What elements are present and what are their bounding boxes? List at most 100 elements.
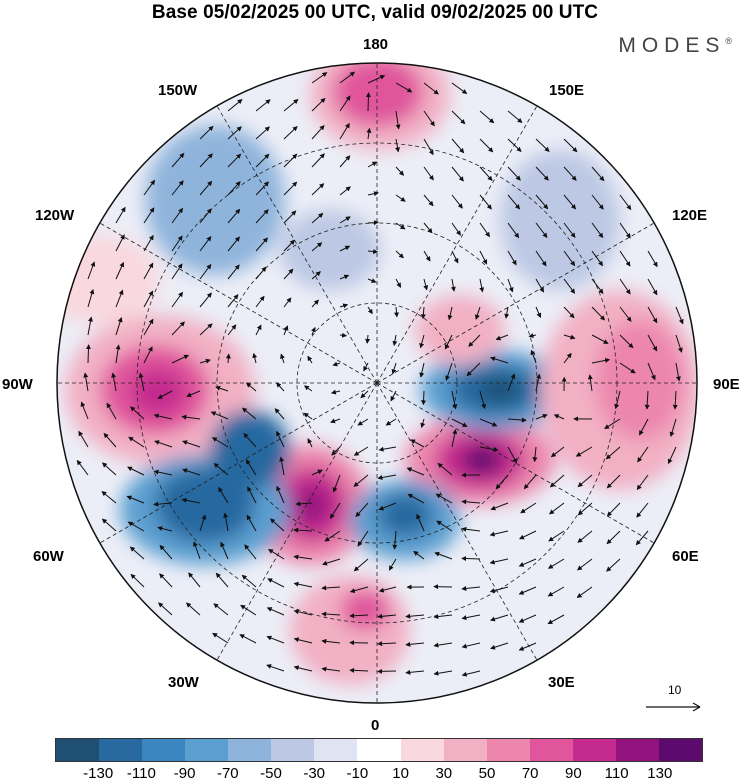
wind-arrow [619, 222, 631, 239]
wind-arrow [143, 207, 155, 224]
wind-arrow [349, 586, 369, 594]
wind-arrow [504, 306, 510, 319]
wind-arrow [115, 344, 121, 364]
wind-arrow [153, 501, 173, 507]
wind-arrow [115, 206, 126, 224]
colorbar-tick-label: 130 [647, 765, 673, 782]
wind-arrow [293, 554, 313, 560]
meridian-line [99, 222, 378, 384]
wind-arrow [479, 446, 499, 452]
wind-arrow [549, 502, 565, 515]
wind-arrow [553, 414, 565, 420]
map-title: Base 05/02/2025 00 UTC, valid 09/02/2025… [151, 2, 599, 23]
wind-arrow [563, 250, 576, 267]
wind-arrow [255, 126, 270, 140]
wind-arrow [311, 326, 316, 336]
wind-arrow [395, 82, 413, 93]
wind-arrow [153, 413, 173, 420]
wind-arrow [392, 334, 398, 347]
wind-arrow [215, 572, 229, 588]
wind-arrow [507, 110, 523, 124]
wind-arrow [619, 278, 631, 295]
wind-arrow [535, 250, 547, 267]
wind-arrow [199, 125, 214, 140]
wind-arrow [220, 541, 229, 560]
wind-arrow [199, 153, 213, 168]
anomaly-blob [480, 378, 520, 402]
colorbar-tick-label: -110 [126, 765, 156, 782]
wind-arrow [307, 355, 313, 364]
colorbar-tick-label: -30 [303, 765, 326, 782]
wind-arrow [182, 440, 201, 448]
anomaly-blob [333, 63, 423, 127]
wind-arrow [255, 209, 269, 224]
wind-arrow [523, 474, 537, 490]
wind-arrow [644, 390, 650, 410]
wind-arrow [143, 290, 154, 308]
anomaly-blob [57, 235, 160, 325]
wind-arrow [241, 407, 257, 420]
wind-arrow [563, 194, 577, 210]
wind-arrow [563, 138, 578, 153]
wind-arrow [461, 670, 481, 677]
wind-arrow [507, 194, 521, 210]
wind-arrow [367, 306, 373, 315]
wind-arrow [339, 95, 351, 112]
wind-arrow [241, 574, 257, 588]
wind-arrow [280, 353, 285, 364]
wind-arrow [339, 186, 351, 196]
colorbar-swatch [185, 739, 229, 761]
meridian-line [376, 105, 538, 384]
wind-arrow [423, 194, 434, 207]
wind-arrow [218, 486, 229, 504]
wind-arrow [547, 586, 565, 597]
wind-arrow [479, 138, 494, 153]
wind-arrow [647, 250, 658, 268]
wind-arrow [577, 502, 593, 516]
latitude-circle [216, 222, 538, 544]
wind-arrow [576, 586, 593, 598]
wind-arrow [311, 153, 325, 168]
wind-arrow [407, 493, 425, 504]
wind-arrow [138, 372, 145, 392]
wind-arrow [332, 474, 341, 493]
wind-arrow [451, 194, 463, 209]
wind-arrow [311, 271, 321, 280]
wind-arrow [171, 263, 183, 280]
anomaly-blob [415, 295, 505, 365]
wind-arrow [591, 357, 611, 364]
wind-arrow [507, 166, 521, 181]
wind-arrow [547, 558, 565, 569]
wind-arrow [255, 153, 270, 168]
wind-arrow [466, 362, 481, 377]
wind-arrow [390, 390, 397, 402]
wind-arrow [101, 518, 117, 532]
wind-arrow [367, 248, 379, 254]
wind-arrow [423, 222, 433, 234]
wind-arrow [444, 334, 453, 350]
colorbar-swatch [572, 739, 616, 761]
wind-arrow [212, 632, 229, 644]
wind-arrow [210, 411, 229, 420]
meridian-line [216, 105, 378, 384]
wind-arrow [245, 382, 257, 392]
wind-arrow [436, 520, 453, 532]
wind-arrow [535, 278, 545, 293]
wind-arrow [255, 237, 268, 252]
wind-arrow [507, 417, 527, 423]
wind-arrow [416, 513, 425, 532]
wind-arrow [227, 264, 240, 280]
wind-arrow [115, 289, 124, 308]
wind-arrow [489, 614, 509, 622]
lon-label-150e: 150E [549, 82, 585, 99]
wind-arrow [507, 222, 520, 239]
wind-arrow [157, 390, 173, 399]
wind-arrow [434, 551, 453, 560]
wind-arrow [489, 530, 509, 537]
wind-arrow [451, 166, 464, 182]
wind-arrow [199, 208, 212, 224]
wind-arrow [332, 361, 341, 367]
wind-arrow [423, 250, 431, 262]
anomaly-blob [130, 368, 186, 416]
wind-arrow [378, 502, 397, 511]
